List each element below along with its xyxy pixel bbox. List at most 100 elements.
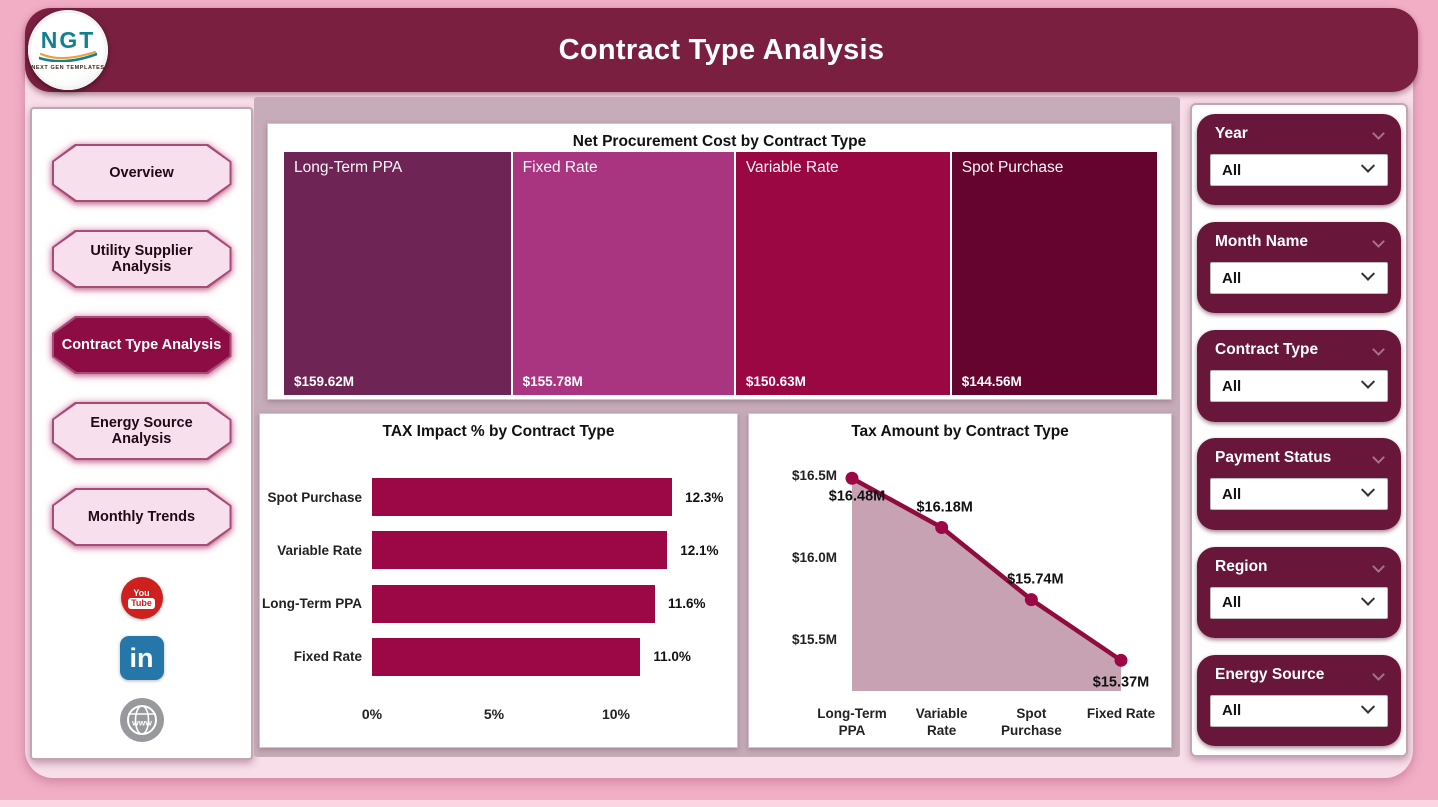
treemap-tile-spot-purchase[interactable]: Spot Purchase $144.56M (951, 152, 1158, 395)
bar-row: Long-Term PPA 11.6% (260, 584, 737, 623)
area-line (849, 476, 1124, 663)
filter-dropdown-region[interactable]: All (1210, 586, 1388, 619)
linkedin-icon-text: in (129, 642, 154, 673)
sidebar-item-label: Energy Source Analysis (90, 415, 193, 447)
filter-card-region: Region All (1197, 546, 1401, 638)
bar-category-label: Fixed Rate (293, 649, 362, 665)
logo-text: NGT (40, 26, 96, 53)
bar-variable-rate[interactable] (372, 531, 668, 570)
logo-subtext: NEXT GEN TEMPLATES (31, 64, 105, 71)
treemap-tile-label: Long-Term PPA (294, 159, 403, 176)
filter-panel: Year All Month Name All Contract Type All Paym… (1190, 103, 1408, 757)
y-axis-tick: $15.5M (792, 632, 837, 647)
sidebar-item-label: Overview (109, 165, 174, 181)
treemap-tile-variable-rate[interactable]: Variable Rate $150.63M (735, 152, 950, 395)
filter-label: Payment Status (1215, 449, 1332, 467)
bar-long-term-ppa[interactable] (372, 584, 656, 623)
x-axis-label: Spot (1016, 706, 1046, 721)
youtube-icon-text: Tube (128, 597, 155, 609)
logo-swoosh-icon (39, 50, 97, 62)
bar-x-axis: 0% 5% 10% (260, 706, 737, 726)
bar-chart-panel: TAX Impact % by Contract Type Spot Purch… (259, 413, 738, 748)
filter-value: All (1222, 594, 1242, 611)
treemap-tile-value: $144.56M (961, 374, 1022, 389)
collapse-chevron-icon[interactable] (1372, 343, 1385, 357)
data-point-15-74m[interactable] (1024, 593, 1038, 607)
bar-value-label: 11.0% (653, 649, 691, 665)
filter-card-contract-type: Contract Type All (1197, 330, 1401, 422)
sidebar-item-label: Monthly Trends (87, 509, 196, 525)
bar-category-label: Spot Purchase (267, 489, 362, 505)
svg-text:www: www (131, 718, 152, 728)
data-point-16-48m[interactable] (845, 471, 859, 485)
bar-row: Fixed Rate 11.0% (260, 637, 737, 676)
filter-dropdown-month-name[interactable]: All (1210, 262, 1388, 295)
filter-card-payment-status: Payment Status All (1197, 438, 1401, 530)
x-axis-tick: 5% (483, 706, 505, 722)
treemap-tile-fixed-rate[interactable]: Fixed Rate $155.78M (512, 152, 734, 395)
collapse-chevron-icon[interactable] (1372, 667, 1385, 681)
collapse-chevron-icon[interactable] (1372, 127, 1385, 140)
nav-button-fill: Energy Source Analysis (53, 404, 230, 458)
collapse-chevron-icon[interactable] (1372, 451, 1385, 465)
filter-dropdown-year[interactable]: All (1210, 154, 1388, 186)
sidebar-item-utility-supplier-analysis[interactable]: Utility Supplier Analysis (51, 230, 232, 288)
area-fill (852, 478, 1122, 691)
bar-category-label: Variable Rate (277, 542, 362, 558)
nav-button-fill: Contract Type Analysis (53, 318, 230, 372)
dropdown-chevron-icon (1360, 158, 1376, 173)
social-icons: You Tube in www (32, 577, 251, 743)
nav-button-fill: Overview (53, 146, 230, 200)
treemap-tile-label: Spot Purchase (961, 159, 1064, 176)
collapse-chevron-icon[interactable] (1372, 559, 1385, 573)
website-globe-icon[interactable]: www (119, 697, 165, 743)
data-point-15-37m[interactable] (1114, 653, 1128, 667)
treemap-tile-value: $155.78M (522, 374, 583, 389)
youtube-icon[interactable]: You Tube (120, 577, 163, 619)
bar-category-label: Long-Term PPA (262, 596, 362, 612)
filter-value: All (1222, 269, 1242, 287)
x-axis-label: Purchase (1001, 723, 1062, 738)
sidebar-item-overview[interactable]: Overview (51, 144, 232, 202)
collapse-chevron-icon[interactable] (1372, 235, 1385, 248)
sidebar: Overview Utility Supplier Analysis Contrac… (30, 107, 253, 760)
sidebar-item-contract-type-analysis[interactable]: Contract Type Analysis (51, 316, 232, 374)
area-chart: $16.5M $16.0M $15.5M $16.48M $16.18M $15.74M $… (792, 468, 1156, 738)
filter-card-energy-source: Energy Source All (1197, 654, 1401, 746)
bar-value-label: 11.6% (668, 596, 706, 612)
treemap-tile-label: Variable Rate (745, 159, 839, 176)
dropdown-chevron-icon (1360, 374, 1376, 390)
sidebar-item-label: Utility Supplier Analysis (90, 243, 193, 275)
sidebar-item-monthly-trends[interactable]: Monthly Trends (51, 488, 232, 546)
bar-chart-title: TAX Impact % by Contract Type (382, 423, 615, 440)
filter-value: All (1222, 377, 1242, 395)
bar-value-label: 12.3% (685, 489, 724, 505)
treemap-panel: Net Procurement Cost by Contract Type Lo… (267, 123, 1172, 400)
header-bar: Contract Type Analysis (25, 8, 1418, 92)
data-point-16-18m[interactable] (935, 520, 949, 534)
treemap-tile-long-term-ppa[interactable]: Long-Term PPA $159.62M (284, 152, 511, 395)
treemap: Long-Term PPA $159.62M Fixed Rate $155.78M V… (284, 152, 1158, 395)
filter-dropdown-contract-type[interactable]: All (1210, 370, 1388, 403)
filter-dropdown-payment-status[interactable]: All (1210, 478, 1388, 511)
filter-label: Region (1215, 557, 1268, 575)
bar-rows: Spot Purchase 12.3% Variable Rate 12.1% Long… (260, 478, 737, 691)
x-axis-label: Long-Term (817, 706, 887, 721)
linkedin-icon[interactable]: in (119, 636, 164, 680)
nav-button-fill: Monthly Trends (53, 490, 230, 544)
filter-dropdown-energy-source[interactable]: All (1210, 694, 1388, 727)
data-label: $15.74M (1007, 572, 1063, 588)
bar-spot-purchase[interactable] (372, 478, 673, 516)
y-axis-tick: $16.0M (792, 550, 837, 565)
sidebar-item-energy-source-analysis[interactable]: Energy Source Analysis (51, 402, 232, 460)
ngt-logo: NGT NEXT GEN TEMPLATES (28, 10, 108, 90)
bar-fixed-rate[interactable] (372, 637, 641, 676)
treemap-tile-value: $159.62M (294, 374, 355, 389)
treemap-title: Net Procurement Cost by Contract Type (572, 133, 867, 150)
nav-button-fill: Utility Supplier Analysis (53, 232, 230, 286)
dropdown-chevron-icon (1360, 266, 1376, 281)
data-label: $16.18M (916, 499, 972, 515)
sidebar-item-label: Contract Type Analysis (61, 337, 222, 353)
dropdown-chevron-icon (1360, 483, 1376, 498)
filter-label: Month Name (1215, 233, 1308, 251)
